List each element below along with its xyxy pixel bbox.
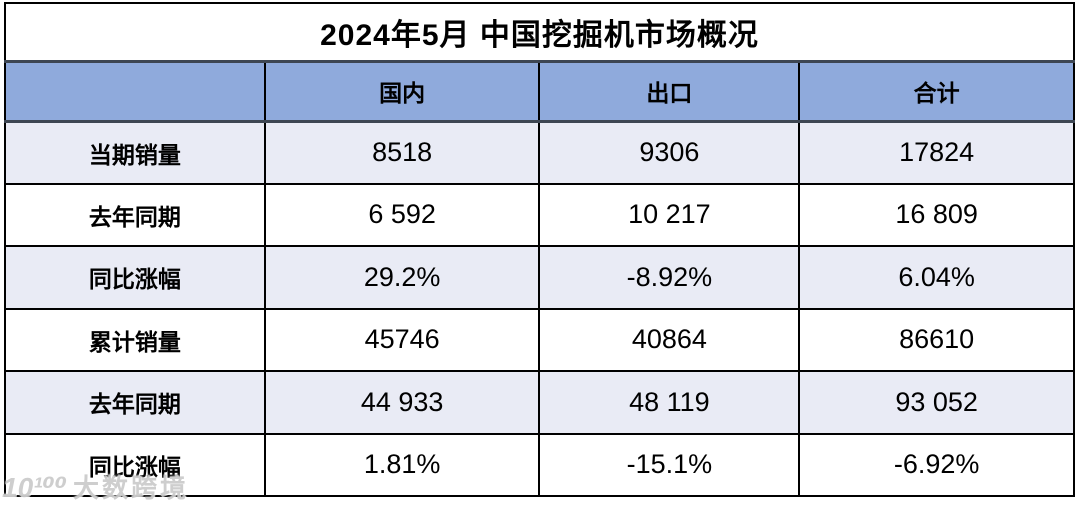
- cell-value: 29.2%: [263, 245, 540, 309]
- table-title: 2024年5月 中国挖掘机市场概况: [5, 3, 1074, 63]
- cell-value: -8.92%: [538, 245, 800, 309]
- cell-value: 8518: [263, 121, 540, 184]
- table-row-current-sales: 当期销量 8518 9306 17824: [5, 121, 1074, 184]
- row-label: 去年同期: [5, 370, 265, 434]
- row-label: 去年同期: [5, 182, 265, 246]
- cell-value: 6.04%: [798, 245, 1074, 309]
- header-cell-blank: [5, 61, 265, 123]
- cell-value: 44 933: [263, 370, 540, 434]
- cell-value: 48 119: [538, 370, 800, 434]
- cell-value: 10 217: [538, 182, 800, 246]
- row-label: 同比涨幅: [5, 432, 265, 496]
- cell-value: 1.81%: [263, 432, 540, 496]
- row-label: 累计销量: [5, 307, 265, 371]
- cell-value: -6.92%: [798, 432, 1074, 496]
- table-row-yoy-change: 同比涨幅 29.2% -8.92% 6.04%: [5, 245, 1074, 309]
- cell-value: -15.1%: [538, 432, 800, 496]
- header-cell-export: 出口: [538, 61, 800, 123]
- row-label: 同比涨幅: [5, 245, 265, 309]
- table-row-cumulative-sales: 累计销量 45746 40864 86610: [5, 307, 1074, 371]
- title-row: 2024年5月 中国挖掘机市场概况: [5, 3, 1074, 63]
- cell-value: 6 592: [263, 182, 540, 246]
- market-overview-table: 2024年5月 中国挖掘机市场概况 国内 出口 合计 当期销量 8518 930…: [4, 2, 1075, 497]
- cell-value: 86610: [798, 307, 1074, 371]
- cell-value: 17824: [798, 121, 1074, 184]
- cell-value: 45746: [263, 307, 540, 371]
- header-row: 国内 出口 合计: [5, 61, 1074, 123]
- header-cell-domestic: 国内: [263, 61, 540, 123]
- table-row-last-year-cumulative: 去年同期 44 933 48 119 93 052: [5, 370, 1074, 434]
- cell-value: 16 809: [798, 182, 1074, 246]
- row-label: 当期销量: [88, 141, 181, 168]
- header-cell-total: 合计: [798, 61, 1074, 123]
- cell-value: 9306: [538, 121, 800, 184]
- cell-value: 40864: [538, 307, 800, 371]
- cell-value: 93 052: [798, 370, 1074, 434]
- table-row-last-year-same-period: 去年同期 6 592 10 217 16 809: [5, 182, 1074, 246]
- table-row-cumulative-yoy-change: 同比涨幅 1.81% -15.1% -6.92%: [5, 432, 1074, 496]
